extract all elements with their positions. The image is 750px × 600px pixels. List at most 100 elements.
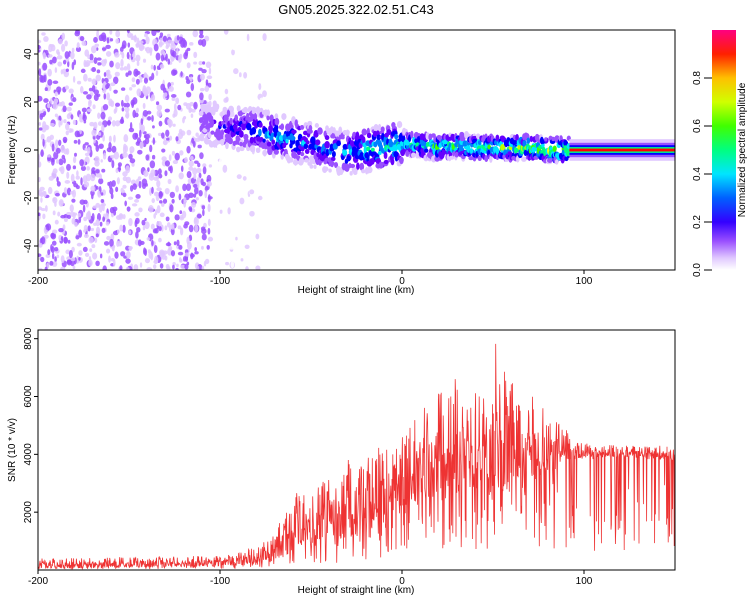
spectrogram-noise-cell xyxy=(144,133,150,140)
spectrogram-noise-cell xyxy=(65,130,69,136)
spectrogram-ridge-cell xyxy=(500,143,506,151)
spectrogram-noise-cell xyxy=(144,33,148,38)
spectrogram-ridge-cell xyxy=(489,155,493,163)
spectrogram-noise-cell xyxy=(92,104,96,110)
spectrogram-ridge-cell xyxy=(317,127,323,135)
spectrogram-noise-cell xyxy=(150,252,154,261)
spectrogram-noise-cell xyxy=(177,225,182,230)
spectrogram-noise-cell xyxy=(155,52,161,61)
spectrogram-noise-cell xyxy=(194,247,198,252)
spectrogram-noise-cell xyxy=(80,165,87,172)
spectrogram-noise-cell xyxy=(246,33,250,42)
spectrogram-noise-cell xyxy=(135,43,140,48)
spectrogram-noise-cell xyxy=(255,233,260,240)
spectrogram-noise-cell xyxy=(159,212,165,218)
spectrogram-noise-cell xyxy=(58,158,64,166)
spectrogram-ridge-cell xyxy=(266,109,270,116)
spectrogram-noise-cell xyxy=(155,70,159,77)
spectrogram-noise-cell xyxy=(74,222,78,228)
spectrogram-noise-cell xyxy=(96,30,99,38)
spectrogram-noise-cell xyxy=(144,221,150,230)
spectrogram-noise-cell xyxy=(151,30,157,37)
spectrogram-noise-cell xyxy=(86,166,90,171)
spectrogram-noise-cell xyxy=(91,129,97,137)
spectrogram-noise-cell xyxy=(166,137,170,141)
spectrogram-noise-cell xyxy=(107,116,113,121)
spectrogram-noise-cell xyxy=(139,122,142,131)
spectrogram-noise-cell xyxy=(87,225,91,232)
spectrogram-noise-cell xyxy=(95,47,99,51)
spectrogram-noise-cell xyxy=(154,209,158,216)
spectrogram-noise-cell xyxy=(53,151,59,160)
spectrogram-noise-cell xyxy=(47,154,51,158)
spectrogram-noise-cell xyxy=(124,94,130,103)
spectrogram-ridge-cell xyxy=(236,146,241,153)
spectrogram-noise-cell xyxy=(45,254,51,259)
spectrogram-noise-cell xyxy=(105,221,110,226)
spectrogram-noise-cell xyxy=(38,267,43,270)
spectrogram-noise-cell xyxy=(106,92,111,101)
spectrogram-noise-cell xyxy=(200,226,206,231)
spectrogram-ridge-cell xyxy=(225,142,229,150)
spectrogram-ridge-cell xyxy=(334,161,339,169)
spectrogram-noise-cell xyxy=(158,237,162,243)
spectrogram-noise-cell xyxy=(126,206,131,212)
spectrogram-x-tick-label: 100 xyxy=(576,276,593,287)
spectrogram-noise-cell xyxy=(40,197,43,203)
spectrogram-noise-cell xyxy=(254,191,261,197)
spectrogram-ridge-cell xyxy=(249,145,256,153)
spectrogram-noise-cell xyxy=(42,138,45,147)
spectrogram-noise-cell xyxy=(191,137,195,144)
spectrogram-ridge-cell xyxy=(313,164,317,169)
spectrogram-noise-cell xyxy=(105,248,111,254)
spectrogram-noise-cell xyxy=(57,61,63,67)
spectrogram-noise-cell xyxy=(195,132,199,137)
spectrogram-noise-cell xyxy=(146,237,150,241)
spectrogram-noise-cell xyxy=(114,52,120,58)
spectrogram-x-tick-label: -100 xyxy=(210,276,230,287)
spectrogram-noise-cell xyxy=(201,245,204,250)
spectrogram-noise-cell xyxy=(191,201,197,208)
spectrogram-noise-cell xyxy=(190,113,194,118)
spectrogram-noise-cell xyxy=(111,245,115,252)
spectrogram-noise-cell xyxy=(58,139,62,146)
spectrogram-noise-cell xyxy=(161,148,166,153)
spectrogram-ridge-cell xyxy=(544,137,548,142)
spectrogram-noise-cell xyxy=(199,30,204,36)
spectrogram-noise-cell xyxy=(92,135,96,140)
spectrogram-ridge-cell xyxy=(484,155,489,162)
spectrogram-noise-cell xyxy=(120,187,124,194)
spectrogram-noise-cell xyxy=(56,49,60,55)
spectrogram-noise-cell xyxy=(49,134,54,141)
spectrogram-noise-cell xyxy=(97,190,101,197)
spectrogram-noise-cell xyxy=(207,203,211,213)
spectrogram-noise-cell xyxy=(177,104,182,111)
spectrogram-noise-cell xyxy=(157,168,162,175)
spectrogram-marks xyxy=(38,30,675,270)
spectrogram-noise-cell xyxy=(170,94,177,98)
spectrogram-noise-cell xyxy=(138,207,143,213)
spectrogram-ridge-cell xyxy=(324,135,330,141)
spectrogram-noise-cell xyxy=(119,265,123,270)
spectrogram-noise-cell xyxy=(79,159,84,167)
spectrogram-noise-cell xyxy=(229,110,235,118)
spectrogram-noise-cell xyxy=(155,101,160,106)
spectrogram-ridge-cell xyxy=(289,124,294,130)
spectrogram-noise-cell xyxy=(193,61,198,65)
spectrogram-ridge-cell xyxy=(243,133,249,140)
spectrogram-noise-cell xyxy=(54,67,58,74)
snr-line-marks xyxy=(38,343,675,570)
spectrogram-noise-cell xyxy=(196,213,202,219)
spectrogram-noise-cell xyxy=(164,225,168,231)
spectrogram-noise-cell xyxy=(123,66,128,71)
spectrogram-noise-cell xyxy=(71,217,76,225)
spectrogram-noise-cell xyxy=(115,168,119,174)
spectrogram-noise-cell xyxy=(58,228,64,233)
spectrogram-noise-cell xyxy=(179,227,184,236)
snr-y-ticks: 2000 4000 6000 8000 xyxy=(23,327,38,523)
spectrogram-noise-cell xyxy=(106,120,112,125)
spectrogram-noise-cell xyxy=(256,56,259,60)
spectrogram-noise-cell xyxy=(56,176,59,183)
spectrogram-noise-cell xyxy=(113,151,120,160)
spectrogram-y-tick-label: 40 xyxy=(23,48,34,60)
